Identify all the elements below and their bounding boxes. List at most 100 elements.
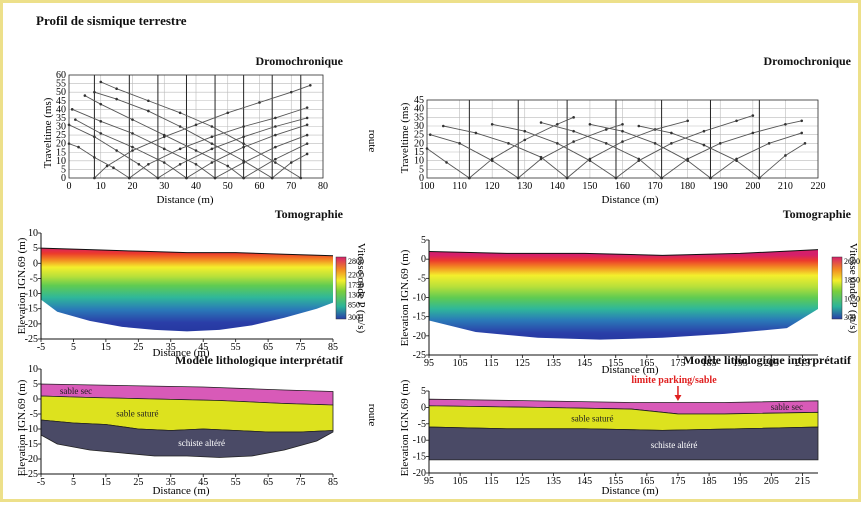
data-point: [751, 114, 755, 117]
data-point: [516, 176, 520, 180]
data-point: [242, 135, 245, 139]
y-tick-label: -20: [413, 331, 426, 342]
series-line: [426, 148, 470, 179]
data-point: [474, 131, 478, 135]
colorbar-tick-label: 300: [844, 313, 856, 322]
data-point: [441, 124, 445, 128]
x-tick-label: -5: [37, 342, 45, 353]
data-point: [758, 176, 761, 180]
y-tick-label: 0: [33, 394, 38, 405]
data-point: [556, 122, 559, 126]
velocity-section: [41, 248, 333, 332]
data-point: [309, 84, 312, 87]
y-tick-labels: -25 -20 -15 -10 -5 0 5 10: [25, 364, 38, 480]
colorbar-tick-label: 1750: [348, 281, 364, 290]
data-point: [718, 142, 722, 145]
series-line: [469, 116, 574, 179]
layer-label: sable sec: [60, 386, 92, 396]
y-tick-label: -10: [413, 293, 426, 304]
y-tick-label: 5: [421, 386, 426, 397]
x-tick-label: 60: [255, 181, 265, 192]
data-point: [614, 176, 618, 180]
series-line: [157, 117, 308, 179]
x-tick-label: 100: [420, 181, 435, 192]
x-tick-label: 160: [615, 181, 630, 192]
data-point: [523, 129, 527, 133]
data-point: [270, 176, 274, 180]
data-point: [162, 161, 166, 164]
data-point: [305, 152, 309, 156]
x-tick-label: 210: [778, 181, 793, 192]
data-point: [604, 128, 608, 131]
layer-label: sable saturé: [116, 409, 158, 419]
x-tick-label: 5: [71, 342, 76, 353]
data-point: [93, 156, 96, 159]
y-tick-label: 45: [414, 95, 424, 106]
series-line: [661, 120, 802, 179]
y-tick-label: 25: [56, 130, 66, 141]
x-axis-label: Distance (m): [601, 485, 658, 497]
chart-tomo-right: Tomographie 95 105 115 125 135 145 155 165 175 18…: [399, 207, 860, 376]
series-line: [271, 153, 308, 179]
layer-label: schiste altéré: [651, 440, 698, 450]
series-line: [214, 134, 308, 179]
y-tick-label: -25: [25, 469, 38, 480]
layer-label: sable saturé: [571, 414, 613, 424]
x-tick-label: 55: [231, 342, 241, 353]
topography-line: [40, 247, 334, 257]
data-point: [539, 121, 543, 124]
y-tick-labels: -20 -15 -10 -5 0 5: [413, 386, 426, 479]
x-axis-label: Distance (m): [152, 347, 209, 359]
x-tick-label: 30: [159, 181, 169, 192]
chart-title: Tomographie: [783, 207, 852, 221]
x-tick-label: 115: [484, 476, 499, 487]
data-point: [99, 120, 103, 123]
colorbar-tick-label: 850: [348, 301, 360, 310]
data-point: [784, 154, 787, 157]
y-tick-label: -15: [413, 452, 426, 463]
y-tick-label: 5: [33, 379, 38, 390]
y-tick-labels: -25 -20 -15 -10 -5 0 5 10: [25, 228, 38, 345]
x-tick-label: 175: [670, 358, 685, 369]
data-point: [735, 159, 738, 162]
y-tick-label: 50: [56, 87, 66, 98]
y-tick-label: 5: [421, 235, 426, 246]
y-tick-label: -5: [30, 273, 38, 284]
data-point: [178, 147, 182, 151]
data-point: [305, 123, 309, 127]
data-point: [162, 147, 166, 151]
y-tick-label: 10: [28, 228, 38, 239]
x-tick-label: 105: [453, 358, 468, 369]
data-point: [588, 122, 592, 126]
data-point: [305, 116, 309, 120]
series-group: [425, 114, 807, 180]
x-tick-labels: 0 10 20 30 40 50 60 70 80: [67, 181, 329, 192]
data-point: [93, 135, 96, 139]
x-axis-label: Distance (m): [156, 194, 213, 206]
x-tick-label: 35: [166, 477, 176, 488]
layer-schiste-altéré: [40, 419, 334, 458]
axes: [426, 390, 818, 476]
data-point: [115, 97, 118, 101]
x-tick-label: 45: [198, 477, 208, 488]
y-tick-label: 35: [56, 113, 66, 124]
data-point: [131, 149, 134, 152]
y-axis-label: Elevation IGN.69 (m): [399, 249, 411, 346]
data-point: [274, 161, 277, 164]
data-point: [210, 135, 214, 139]
y-tick-label: -15: [413, 312, 426, 323]
colorbar-tick-label: 1050: [844, 295, 860, 304]
data-point: [445, 161, 448, 164]
series-line: [72, 108, 216, 179]
data-point: [803, 142, 807, 145]
axes: [426, 239, 818, 358]
y-tick-label: 10: [56, 156, 66, 167]
x-axis-label: Distance (m): [601, 194, 658, 206]
layer-schiste-altéré: [428, 426, 819, 461]
y-tick-label: 40: [414, 104, 424, 115]
page-title: Profil de sismique terrestre: [36, 13, 187, 28]
x-tick-label: 5: [71, 477, 76, 488]
data-point: [162, 133, 166, 137]
